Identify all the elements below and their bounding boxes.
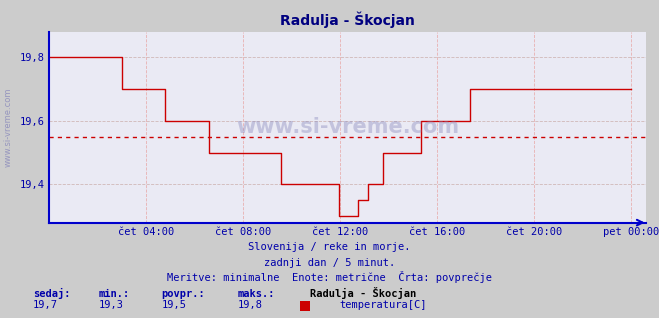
- Text: 19,3: 19,3: [99, 301, 124, 310]
- Text: www.si-vreme.com: www.si-vreme.com: [4, 87, 13, 167]
- Text: temperatura[C]: temperatura[C]: [339, 301, 427, 310]
- Text: sedaj:: sedaj:: [33, 288, 71, 299]
- Text: www.si-vreme.com: www.si-vreme.com: [236, 117, 459, 137]
- Text: Radulja - Škocjan: Radulja - Škocjan: [310, 287, 416, 299]
- Title: Radulja - Škocjan: Radulja - Škocjan: [280, 11, 415, 28]
- Text: povpr.:: povpr.:: [161, 289, 205, 299]
- Text: Meritve: minimalne  Enote: metrične  Črta: povprečje: Meritve: minimalne Enote: metrične Črta:…: [167, 272, 492, 283]
- Text: 19,8: 19,8: [237, 301, 262, 310]
- Text: maks.:: maks.:: [237, 289, 275, 299]
- Text: 19,5: 19,5: [161, 301, 186, 310]
- Text: zadnji dan / 5 minut.: zadnji dan / 5 minut.: [264, 258, 395, 267]
- Text: 19,7: 19,7: [33, 301, 58, 310]
- Text: Slovenija / reke in morje.: Slovenija / reke in morje.: [248, 242, 411, 252]
- Text: min.:: min.:: [99, 289, 130, 299]
